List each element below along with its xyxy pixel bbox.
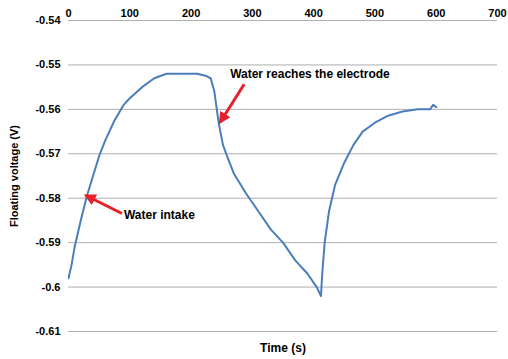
svg-text:-0.58: -0.58: [35, 192, 60, 204]
svg-text:Water intake: Water intake: [124, 208, 195, 222]
svg-text:Water reaches the electrode: Water reaches the electrode: [230, 67, 390, 81]
svg-text:700: 700: [488, 7, 506, 19]
svg-text:-0.61: -0.61: [35, 325, 60, 337]
svg-text:0: 0: [65, 7, 71, 19]
svg-text:Floating voltage (V): Floating voltage (V): [8, 125, 20, 227]
svg-text:-0.54: -0.54: [35, 14, 61, 26]
svg-text:-0.56: -0.56: [35, 103, 60, 115]
svg-text:100: 100: [121, 7, 139, 19]
svg-text:500: 500: [366, 7, 384, 19]
svg-text:300: 300: [243, 7, 261, 19]
svg-text:-0.57: -0.57: [35, 147, 60, 159]
svg-text:400: 400: [304, 7, 322, 19]
svg-text:600: 600: [427, 7, 445, 19]
svg-text:-0.55: -0.55: [35, 58, 60, 70]
svg-text:200: 200: [182, 7, 200, 19]
svg-text:-0.6: -0.6: [42, 281, 61, 293]
svg-text:-0.59: -0.59: [35, 236, 60, 248]
svg-text:Time (s): Time (s): [260, 341, 306, 355]
